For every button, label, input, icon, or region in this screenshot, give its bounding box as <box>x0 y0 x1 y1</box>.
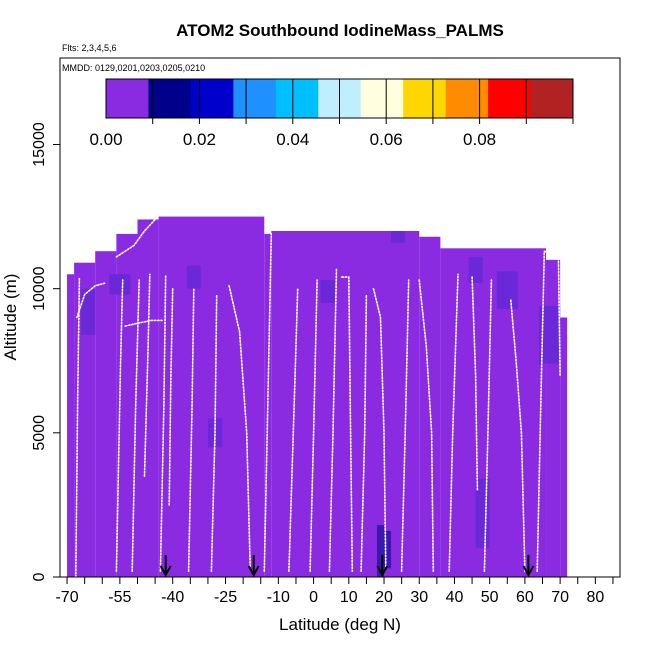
x-tick-label: 0 <box>309 589 318 606</box>
heatmap-cell <box>384 530 392 569</box>
colorbar-tick-label: 0.00 <box>89 130 122 149</box>
colorbar-swatch <box>530 79 574 118</box>
flight-track <box>372 287 387 570</box>
y-tick-label: 15000 <box>31 122 48 167</box>
colorbar-swatch <box>403 79 447 118</box>
flight-track <box>75 276 81 578</box>
flight-track <box>115 279 124 573</box>
plot-region <box>67 216 568 578</box>
x-tick-label: -40 <box>161 589 184 606</box>
chart-flights-label: Flts: 2,3,4,5,6 <box>62 43 117 53</box>
flight-track <box>400 279 410 573</box>
x-tick-label: -55 <box>108 589 131 606</box>
colorbar-swatch <box>190 79 234 118</box>
heatmap-cell <box>67 274 75 577</box>
colorbar-tick-label: 0.06 <box>370 130 403 149</box>
colorbar-swatch <box>360 79 404 118</box>
x-tick-label: 50 <box>481 589 499 606</box>
heatmap-cell <box>271 231 420 577</box>
heatmap-cell <box>158 216 265 578</box>
heatmap-cell <box>74 262 96 577</box>
flight-track <box>187 287 195 573</box>
flight-track <box>536 250 546 573</box>
colorbar: 0.00 0.02 0.04 0.06 0.08 <box>89 78 574 149</box>
colorbar-swatch <box>445 79 489 118</box>
x-tick-label: -70 <box>55 589 78 606</box>
heatmap-cell <box>391 231 406 243</box>
x-tick-label: -25 <box>214 589 237 606</box>
flight-arrow-head <box>522 565 535 578</box>
flight-track <box>210 293 218 573</box>
heatmap-cell <box>560 317 568 577</box>
x-axis-label: Latitude (deg N) <box>279 615 401 634</box>
heatmap-cell <box>81 288 96 335</box>
colorbar-tick-label: 0.02 <box>183 130 216 149</box>
flight-track <box>360 293 368 573</box>
x-tick-label: -10 <box>267 589 290 606</box>
x-tick-label: 60 <box>516 589 534 606</box>
heatmap-cell <box>496 271 518 309</box>
flight-track <box>340 276 354 573</box>
chart-title: ATOM2 Southbound IodineMass_PALMS <box>176 21 504 40</box>
flight-track <box>328 267 338 573</box>
heatmap-cell <box>95 251 117 577</box>
x-tick-label: 70 <box>551 589 569 606</box>
heatmap-cell <box>468 256 483 283</box>
flight-track <box>448 273 459 573</box>
y-tick-label: 0 <box>31 572 48 581</box>
flight-track <box>483 279 493 573</box>
flight-track <box>168 287 174 506</box>
flight-track <box>143 273 151 477</box>
colorbar-swatch <box>275 79 319 118</box>
x-tick-label: 10 <box>340 589 358 606</box>
x-tick-label: 30 <box>410 589 428 606</box>
flight-track <box>228 284 251 570</box>
x-tick-label: 40 <box>446 589 464 606</box>
flight-track <box>543 250 561 377</box>
x-tick-label: 20 <box>375 589 393 606</box>
colorbar-tick-label: 0.04 <box>276 130 309 149</box>
flight-arrow-head <box>159 565 172 578</box>
colorbar-swatch <box>233 79 277 118</box>
flight-track <box>288 287 299 573</box>
flight-track <box>509 299 526 573</box>
flight-track <box>471 276 479 492</box>
colorbar-swatch <box>148 79 192 118</box>
chart-dates-label: MMDD: 0129,0201,0203,0205,0210 <box>62 63 205 73</box>
heatmap-cell <box>137 219 159 577</box>
y-axis-label: Altitude (m) <box>1 274 20 361</box>
axes: -70 -55 -40 -25 -10 0 10 20 30 40 50 60 70 80 0 5000 100… <box>31 57 621 606</box>
colorbar-swatch <box>488 79 532 118</box>
flight-track <box>76 282 107 319</box>
heatmap-cell <box>376 525 385 577</box>
heatmap-cell <box>186 265 201 289</box>
colorbar-swatch <box>106 79 149 118</box>
flight-track <box>418 279 435 573</box>
heatmap-cell <box>109 274 131 295</box>
flight-track <box>124 319 163 327</box>
y-tick-label: 5000 <box>31 415 48 451</box>
heatmap-cell <box>320 280 335 304</box>
heatmap-cell <box>538 305 561 364</box>
colorbar-tick-label: 0.08 <box>463 130 496 149</box>
heatmap-cell <box>440 248 547 578</box>
flight-track <box>309 279 318 573</box>
flight-track <box>115 218 156 258</box>
flight-arrow-head <box>247 565 260 578</box>
flight-arrow-head <box>376 565 389 578</box>
flight-track <box>159 273 167 573</box>
plot-frame <box>59 57 621 578</box>
x-tick-label: 80 <box>586 589 604 606</box>
flight-track <box>131 279 140 573</box>
flight-track <box>263 233 273 573</box>
y-tick-label: 10000 <box>31 266 48 311</box>
